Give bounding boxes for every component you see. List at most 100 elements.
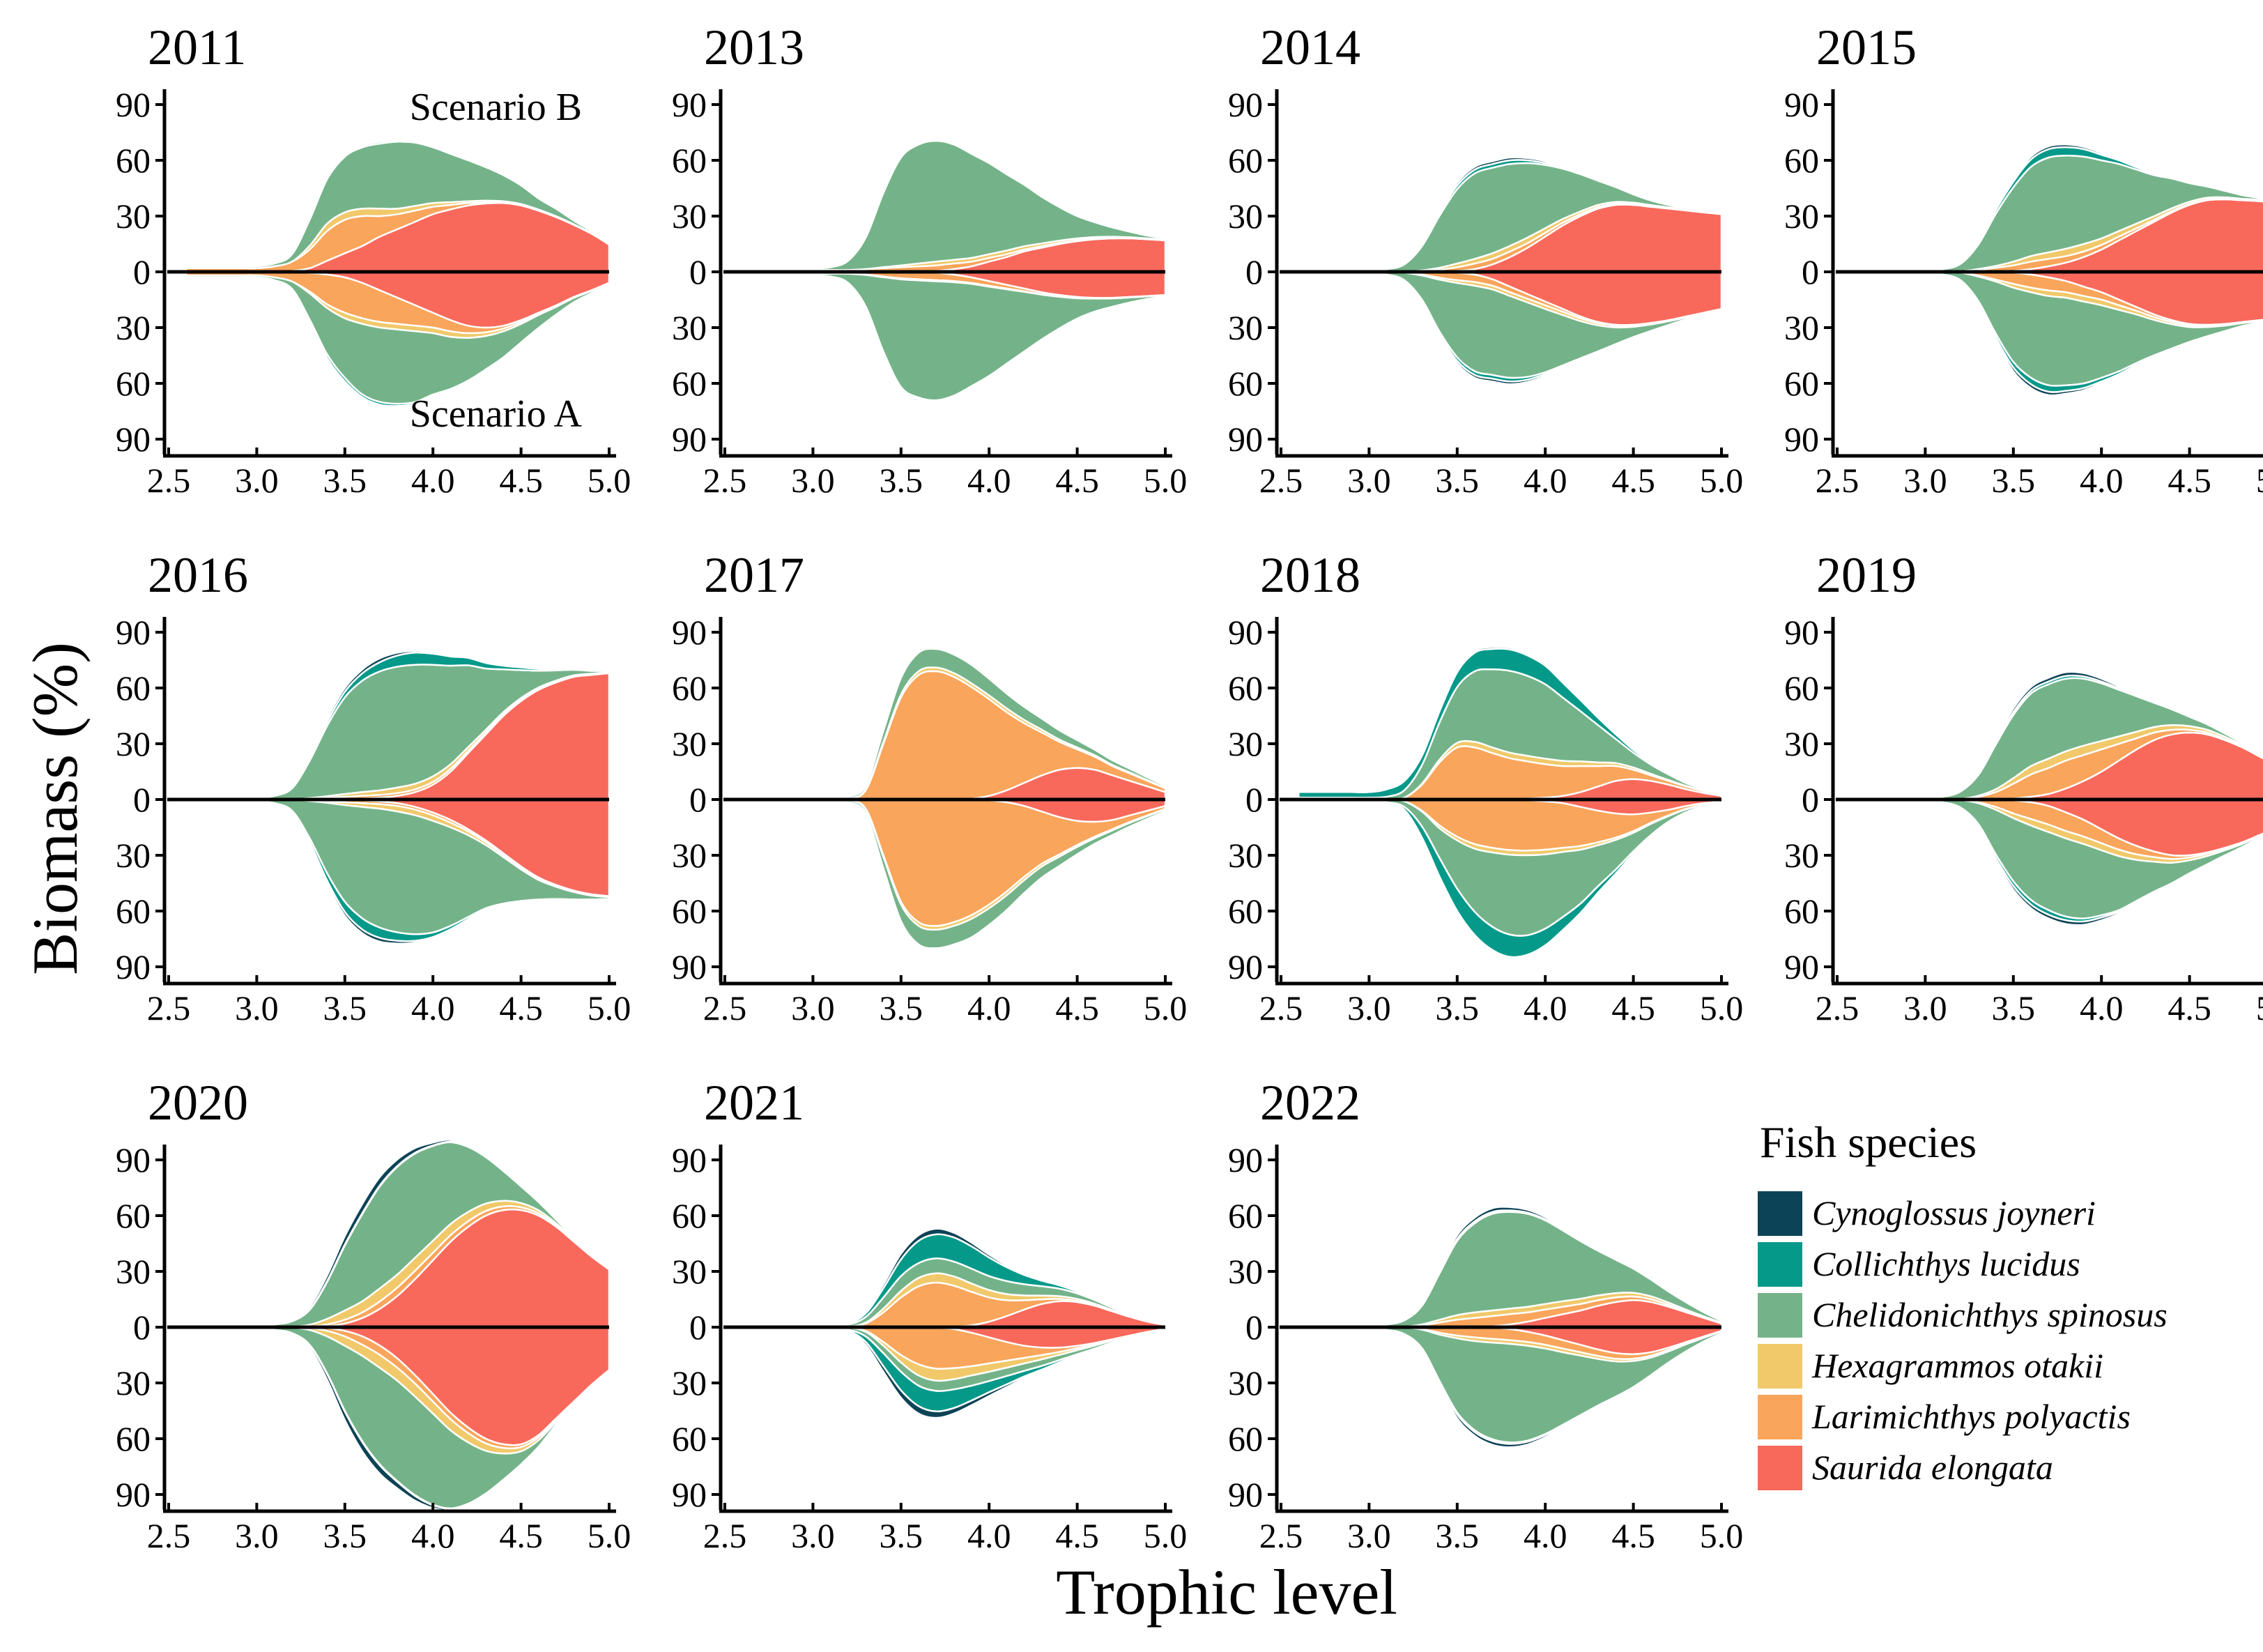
y-tick-label: 30 (1784, 197, 1819, 236)
scenario-b-label: Scenario B (410, 86, 582, 129)
y-tick-label: 90 (116, 420, 151, 459)
y-tick-label: 90 (672, 420, 707, 459)
y-tick-label: 30 (672, 836, 707, 875)
x-tick-label: 4.0 (1524, 461, 1567, 500)
legend-label: Collichthys lucidus (1812, 1244, 2080, 1283)
x-tick-label: 3.0 (791, 461, 835, 500)
legend-item: Collichthys lucidus (1756, 1241, 2080, 1288)
area-2011-scenario-a-cynoglossus-joyneri (185, 276, 611, 408)
area-2017-scenario-b-cynoglossus-joyneri (742, 645, 1167, 800)
legend-label: Larimichthys polyactis (1811, 1397, 2131, 1436)
x-tick-label: 3.0 (791, 988, 835, 1027)
x-tick-label: 2.5 (147, 1516, 191, 1555)
y-tick-label: 30 (116, 308, 151, 347)
y-tick-label: 30 (116, 1252, 151, 1291)
y-tick-label: 90 (1784, 947, 1819, 986)
legend-swatch (1756, 1292, 1804, 1339)
y-tick-label: 30 (1784, 308, 1819, 347)
x-tick-label: 4.0 (2080, 461, 2124, 500)
scenario-a-label: Scenario A (410, 392, 583, 436)
x-tick-label: 3.5 (1992, 461, 2036, 500)
y-tick-label: 90 (116, 613, 151, 652)
y-tick-label: 60 (116, 1419, 151, 1458)
x-tick-label: 3.0 (235, 988, 279, 1027)
area-2017-scenario-a-cynoglossus-joyneri (742, 799, 1167, 951)
y-tick-label: 90 (672, 85, 707, 124)
x-tick-label: 5.0 (1144, 461, 1188, 500)
x-tick-label: 4.0 (967, 461, 1011, 500)
x-tick-label: 5.0 (1700, 988, 1744, 1027)
x-tick-label: 3.0 (1347, 461, 1391, 500)
legend-swatch (1756, 1343, 1804, 1390)
y-tick-label: 30 (1228, 724, 1263, 763)
x-tick-label: 4.0 (967, 1516, 1011, 1555)
y-tick-label: 60 (1228, 1196, 1263, 1235)
panel-title: 2021 (704, 1075, 804, 1131)
y-tick-label: 90 (672, 947, 707, 986)
area-2022-scenario-a-cynoglossus-joyneri (1298, 1328, 1723, 1448)
legend-item: Saurida elongata (1756, 1444, 2053, 1492)
panel-title: 2019 (1816, 547, 1917, 603)
x-tick-label: 4.5 (499, 1516, 543, 1555)
area-2018-scenario-a-cynoglossus-joyneri (1298, 800, 1723, 961)
x-tick-label: 3.0 (1347, 1516, 1391, 1555)
x-tick-label: 3.5 (323, 1516, 367, 1555)
panel-title: 2015 (1816, 20, 1917, 75)
x-tick-label: 3.5 (880, 461, 923, 500)
y-tick-label: 60 (1784, 364, 1819, 403)
area-2018-scenario-b-cynoglossus-joyneri (1298, 645, 1723, 795)
legend-item: Hexagrammos otakii (1756, 1343, 2103, 1390)
x-tick-label: 2.5 (1816, 461, 1859, 500)
y-tick-label: 90 (1228, 613, 1263, 652)
x-tick-label: 4.5 (499, 461, 543, 500)
x-tick-label: 5.0 (588, 988, 631, 1027)
legend-label: Cynoglossus joyneri (1812, 1193, 2096, 1232)
legend-title: Fish species (1760, 1117, 1977, 1167)
y-tick-label: 90 (1228, 1140, 1263, 1179)
y-tick-label: 90 (1784, 613, 1819, 652)
y-tick-label: 0 (1245, 252, 1263, 291)
x-tick-label: 4.5 (1611, 988, 1655, 1027)
x-tick-label: 2.5 (703, 1516, 747, 1555)
y-tick-label: 0 (689, 1308, 707, 1347)
y-tick-label: 0 (1245, 1308, 1263, 1347)
y-tick-label: 0 (133, 780, 151, 819)
y-tick-label: 90 (672, 613, 707, 652)
area-2019-scenario-b-cynoglossus-joyneri (1854, 671, 2263, 799)
area-2022-scenario-b-cynoglossus-joyneri (1298, 1206, 1723, 1326)
x-tick-label: 4.0 (411, 988, 455, 1027)
y-tick-label: 60 (1228, 364, 1263, 403)
y-tick-label: 90 (1228, 85, 1263, 124)
legend-swatch (1756, 1190, 1804, 1237)
panel-title: 2022 (1260, 1075, 1360, 1131)
legend: Fish species Cynoglossus joyneri Collicht… (1756, 1117, 2168, 1492)
y-tick-label: 30 (1784, 836, 1819, 875)
y-tick-label: 30 (672, 724, 707, 763)
y-tick-label: 60 (1228, 141, 1263, 180)
y-tick-label: 0 (689, 252, 707, 291)
x-tick-label: 4.5 (2168, 988, 2211, 1027)
x-tick-label: 2.5 (703, 988, 747, 1027)
legend-swatch (1756, 1444, 1804, 1492)
y-tick-label: 90 (672, 1475, 707, 1514)
y-tick-label: 0 (133, 252, 151, 291)
y-tick-label: 0 (133, 1308, 151, 1347)
x-axis-label: Trophic level (1056, 1557, 1397, 1628)
x-tick-label: 4.0 (2080, 988, 2124, 1027)
legend-label: Chelidonichthys spinosus (1812, 1295, 2168, 1334)
y-tick-label: 90 (1228, 947, 1263, 986)
y-tick-label: 60 (672, 668, 707, 708)
legend-item: Larimichthys polyactis (1756, 1393, 2131, 1441)
x-tick-label: 3.0 (1903, 461, 1947, 500)
y-tick-label: 30 (1228, 1363, 1263, 1402)
y-tick-label: 30 (672, 1252, 707, 1291)
x-tick-label: 5.0 (1144, 988, 1188, 1027)
y-tick-label: 0 (1245, 780, 1263, 819)
y-tick-label: 90 (1228, 1475, 1263, 1514)
area-2013-scenario-b-cynoglossus-joyneri (742, 138, 1167, 270)
x-tick-label: 3.0 (791, 1516, 835, 1555)
